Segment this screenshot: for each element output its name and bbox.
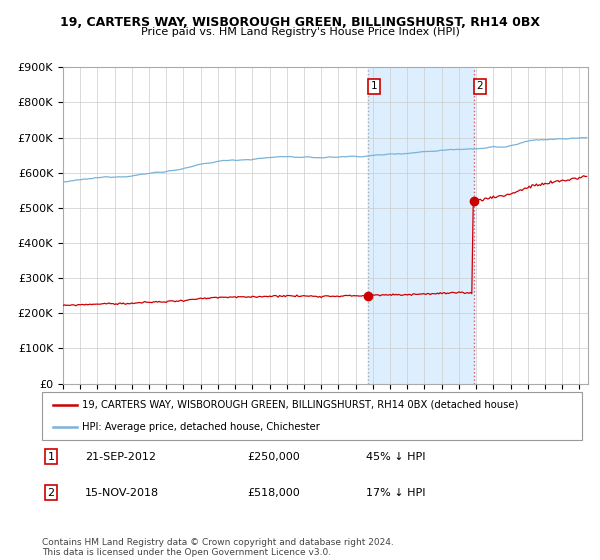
FancyBboxPatch shape xyxy=(42,392,582,440)
Bar xyxy=(368,67,474,384)
Text: 17% ↓ HPI: 17% ↓ HPI xyxy=(366,488,425,498)
Text: 19, CARTERS WAY, WISBOROUGH GREEN, BILLINGSHURST, RH14 0BX (detached house): 19, CARTERS WAY, WISBOROUGH GREEN, BILLI… xyxy=(83,400,519,410)
Text: 1: 1 xyxy=(371,81,377,91)
Text: 1: 1 xyxy=(47,451,55,461)
Text: 19, CARTERS WAY, WISBOROUGH GREEN, BILLINGSHURST, RH14 0BX: 19, CARTERS WAY, WISBOROUGH GREEN, BILLI… xyxy=(60,16,540,29)
Text: Contains HM Land Registry data © Crown copyright and database right 2024.
This d: Contains HM Land Registry data © Crown c… xyxy=(42,538,394,557)
Text: £250,000: £250,000 xyxy=(247,451,300,461)
Text: 15-NOV-2018: 15-NOV-2018 xyxy=(85,488,160,498)
Text: HPI: Average price, detached house, Chichester: HPI: Average price, detached house, Chic… xyxy=(83,422,320,432)
Text: 2: 2 xyxy=(47,488,55,498)
Text: 45% ↓ HPI: 45% ↓ HPI xyxy=(366,451,425,461)
Text: Price paid vs. HM Land Registry's House Price Index (HPI): Price paid vs. HM Land Registry's House … xyxy=(140,27,460,37)
Text: 2: 2 xyxy=(476,81,483,91)
Text: 21-SEP-2012: 21-SEP-2012 xyxy=(85,451,156,461)
Text: £518,000: £518,000 xyxy=(247,488,300,498)
